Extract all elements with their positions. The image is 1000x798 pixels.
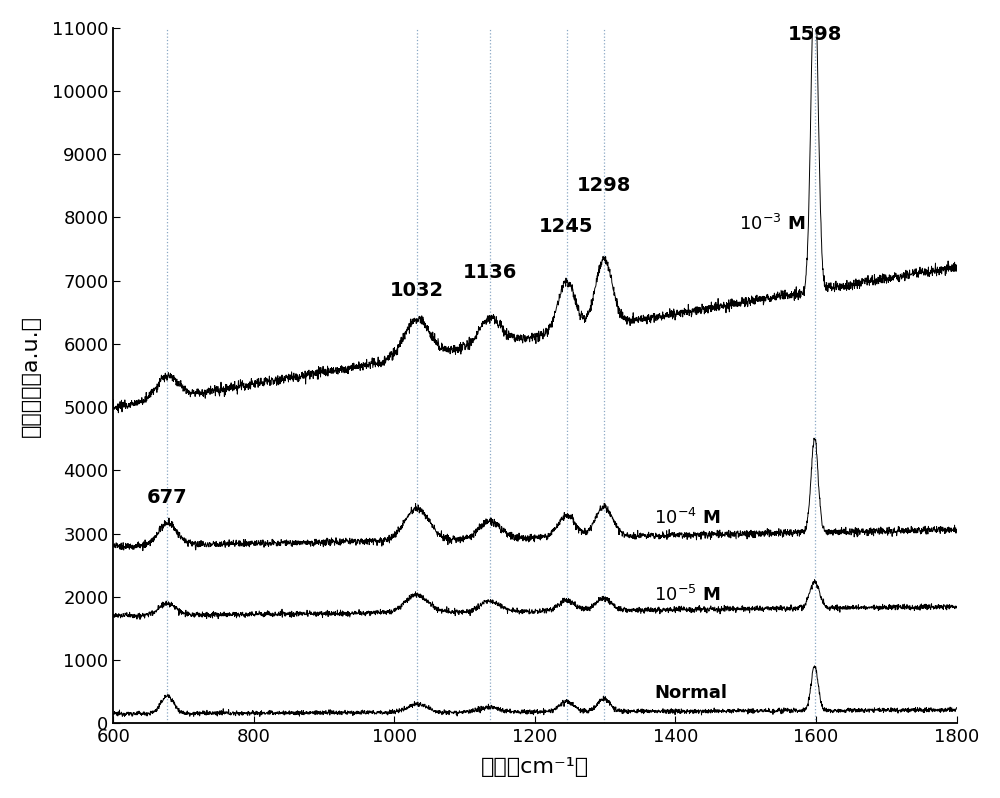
Text: $10^{-4}$ M: $10^{-4}$ M (654, 508, 721, 527)
Text: $10^{-3}$ M: $10^{-3}$ M (739, 214, 805, 234)
Text: 1136: 1136 (463, 263, 517, 282)
Text: 1032: 1032 (390, 281, 444, 300)
X-axis label: 波数（cm⁻¹）: 波数（cm⁻¹） (481, 757, 589, 777)
Text: $10^{-5}$ M: $10^{-5}$ M (654, 585, 721, 605)
Text: 677: 677 (147, 488, 188, 507)
Text: Normal: Normal (654, 685, 727, 702)
Text: 1598: 1598 (787, 25, 842, 44)
Text: 1298: 1298 (577, 176, 631, 196)
Y-axis label: 拉曼强度（a.u.）: 拉曼强度（a.u.） (21, 314, 41, 437)
Text: 1245: 1245 (539, 217, 594, 236)
